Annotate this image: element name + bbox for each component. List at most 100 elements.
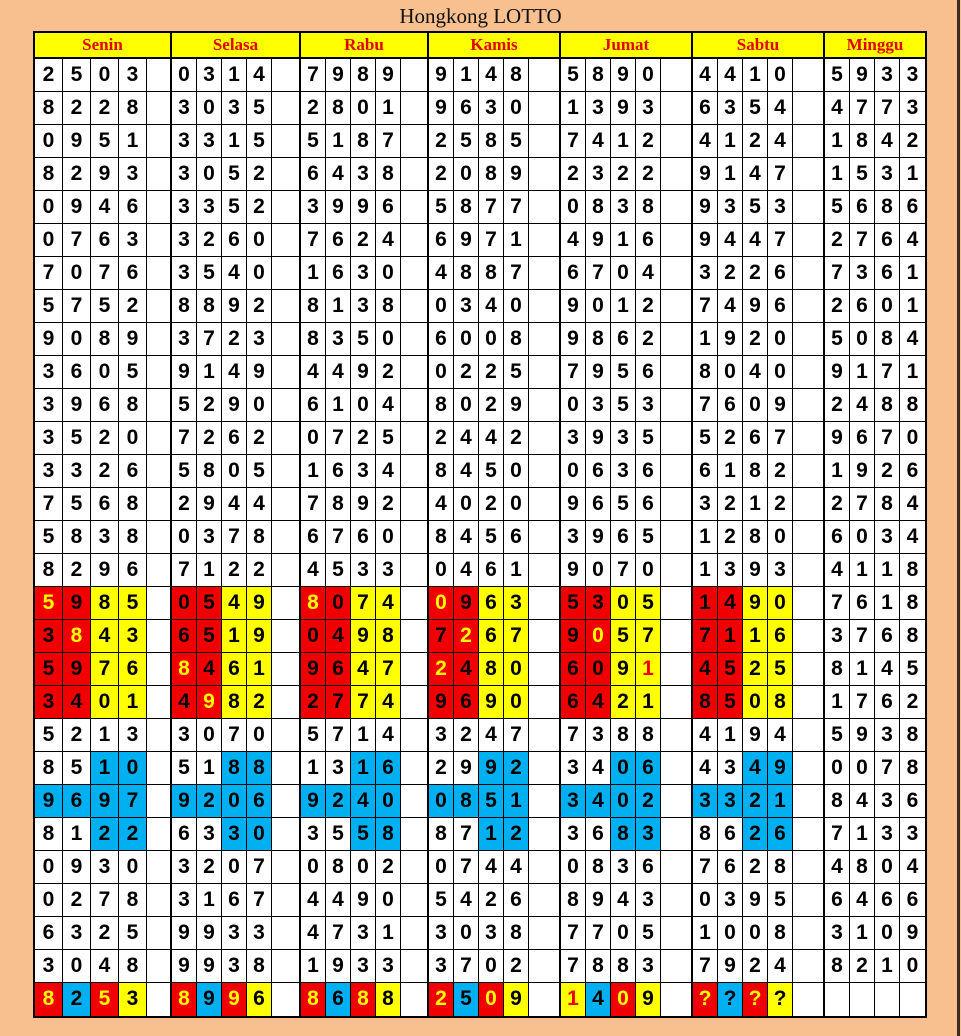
digit-cell: 7 (222, 719, 247, 751)
digit-cell: 2 (454, 356, 479, 388)
digit-cell: 0 (63, 257, 91, 289)
digit-cell: 6 (222, 224, 247, 256)
spacer-cell (793, 224, 823, 256)
digit-cell: 3 (429, 950, 454, 982)
spacer-cell (529, 587, 559, 619)
digit-cell: 5 (172, 455, 197, 487)
digit-cell: 9 (743, 554, 768, 586)
digit-cell: 6 (636, 224, 661, 256)
digit-cell: 8 (247, 950, 272, 982)
digit-cell: 0 (454, 323, 479, 355)
spacer-cell (793, 983, 823, 1016)
spacer-cell (272, 983, 299, 1016)
digit-cell: 7 (326, 521, 351, 553)
digit-cell: 0 (172, 587, 197, 619)
digit-cell: 8 (301, 983, 326, 1016)
digit-cell: 4 (693, 59, 718, 91)
digit-cell: 3 (479, 917, 504, 949)
digit-cell: 9 (850, 719, 875, 751)
digit-cell: 5 (825, 59, 850, 91)
spacer-cell (529, 191, 559, 223)
digit-cell: 8 (504, 59, 529, 91)
digit-cell: 2 (429, 983, 454, 1016)
digit-cell: 3 (197, 59, 222, 91)
digit-cell: 0 (561, 389, 586, 421)
spacer-cell (529, 488, 559, 520)
digit-cell: 9 (91, 554, 119, 586)
digit-cell: 2 (35, 59, 63, 91)
digit-cell: 0 (768, 323, 793, 355)
digit-cell: 6 (301, 389, 326, 421)
digit-cell: 9 (561, 290, 586, 322)
digit-cell: 3 (561, 785, 586, 817)
digit-cell: 9 (850, 455, 875, 487)
digit-cell: 3 (301, 191, 326, 223)
digit-cell: 2 (247, 422, 272, 454)
digit-cell: 8 (91, 587, 119, 619)
digit-cell: 4 (91, 191, 119, 223)
spacer-cell (529, 884, 559, 916)
spacer-cell (401, 521, 427, 553)
digit-cell: 1 (301, 950, 326, 982)
digit-cell: 3 (222, 950, 247, 982)
digit-cell: 8 (376, 290, 401, 322)
spacer-cell (147, 554, 170, 586)
digit-cell: 9 (611, 653, 636, 685)
digit-cell: 8 (197, 290, 222, 322)
digit-cell: 4 (429, 488, 454, 520)
spacer-cell (661, 785, 691, 817)
spacer-cell (793, 455, 823, 487)
digit-cell: 6 (222, 884, 247, 916)
digit-cell: 1 (693, 521, 718, 553)
spacer-cell (793, 158, 823, 190)
digit-cell: 7 (611, 554, 636, 586)
digit-cell: 0 (454, 389, 479, 421)
digit-cell: 1 (825, 158, 850, 190)
digit-cell: 4 (504, 851, 529, 883)
spacer-cell (401, 290, 427, 322)
spacer-cell (529, 290, 559, 322)
spacer-cell (401, 158, 427, 190)
digit-cell: 5 (301, 125, 326, 157)
spacer-cell (661, 884, 691, 916)
digit-cell: 0 (454, 917, 479, 949)
spacer-cell (793, 290, 823, 322)
digit-cell: 8 (429, 455, 454, 487)
digit-cell: 6 (875, 884, 900, 916)
digit-cell: 4 (743, 356, 768, 388)
digit-cell: 8 (301, 290, 326, 322)
digit-cell: 5 (172, 389, 197, 421)
digit-cell: 8 (900, 554, 925, 586)
spacer-cell (272, 719, 299, 751)
digit-cell: 6 (247, 983, 272, 1016)
spacer-cell (272, 488, 299, 520)
digit-cell: 0 (586, 653, 611, 685)
digit-cell: 6 (504, 884, 529, 916)
digit-cell: 5 (63, 59, 91, 91)
digit-cell: 7 (850, 224, 875, 256)
spacer-cell (661, 422, 691, 454)
digit-cell: 4 (900, 488, 925, 520)
digit-cell: 0 (376, 521, 401, 553)
digit-cell: 5 (172, 752, 197, 784)
digit-cell: 3 (119, 224, 147, 256)
digit-cell: 8 (636, 191, 661, 223)
digit-cell: 7 (454, 950, 479, 982)
digit-cell: 9 (768, 389, 793, 421)
digit-cell: 5 (561, 59, 586, 91)
digit-cell: 4 (768, 719, 793, 751)
spacer-cell (793, 356, 823, 388)
